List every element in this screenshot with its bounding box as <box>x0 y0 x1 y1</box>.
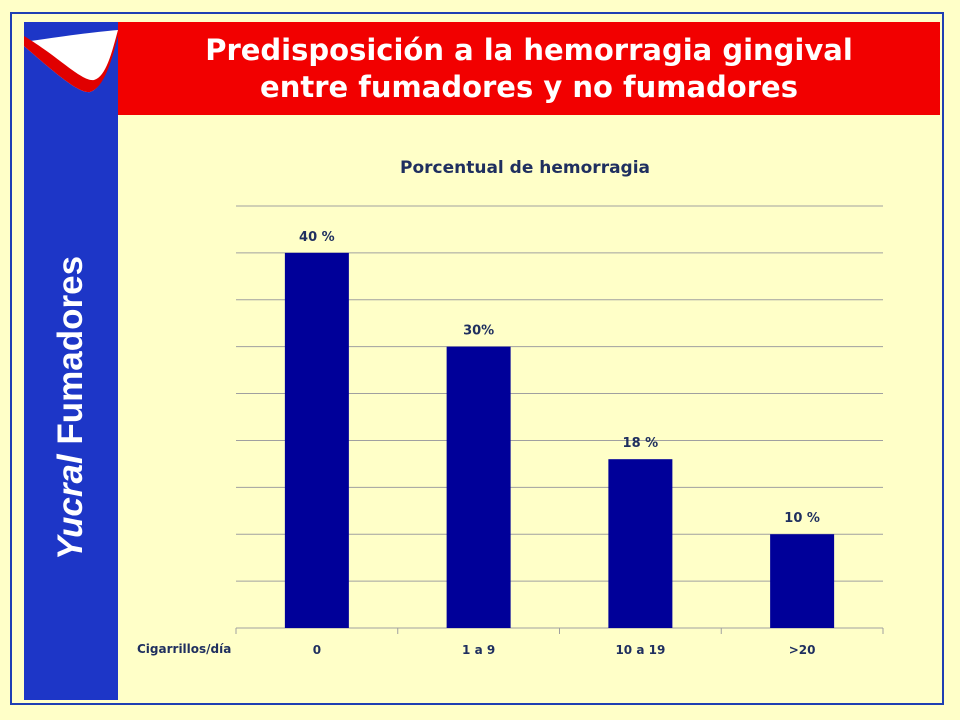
x-tick-label-3: 10 a 19 <box>615 643 665 657</box>
x-tick-label-1: 0 <box>313 643 321 657</box>
data-label-2: 30% <box>463 324 494 339</box>
x-tick-label-4: >20 <box>789 643 816 657</box>
x-tick-label-2: 1 a 9 <box>462 643 495 657</box>
bar-3 <box>608 459 673 628</box>
chart-title: Porcentual de hemorragia <box>399 158 651 178</box>
x-axis-label: Cigarrillos/día <box>137 642 232 656</box>
logo <box>24 22 118 115</box>
sidebar <box>24 115 118 700</box>
bar-4 <box>770 534 835 628</box>
bar-2 <box>446 346 511 628</box>
data-label-1: 40 % <box>299 230 335 245</box>
slide-title: Predisposición a la hemorragia gingival … <box>205 32 853 104</box>
data-label-3: 18 % <box>623 436 659 451</box>
slide-frame <box>10 12 944 705</box>
data-label-4: 10 % <box>784 511 820 526</box>
title-bar: Predisposición a la hemorragia gingival … <box>118 22 940 115</box>
bar-1 <box>284 252 349 628</box>
